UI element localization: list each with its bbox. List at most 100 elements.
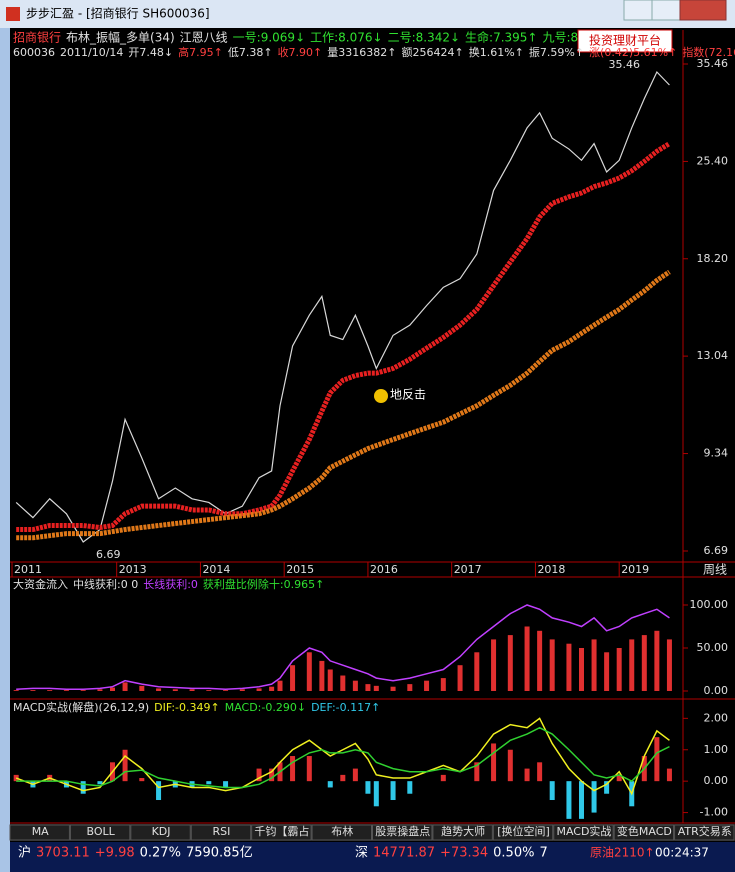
bar [189,689,195,691]
minimize-button[interactable] [623,0,653,21]
bar [13,690,19,691]
header-text: 换1.61%↑ [469,45,524,59]
tab[interactable] [130,824,191,841]
bar [629,639,635,691]
bar [591,781,597,813]
header-text: 0.27% [140,846,181,861]
bar [290,665,296,691]
bar [223,690,229,691]
tab[interactable] [190,824,252,841]
y-tick-label: 25.40 [697,154,729,167]
tab-label[interactable]: [换位空间] [497,824,550,838]
header-text: 深 [355,846,368,861]
tab-label[interactable]: 股票操盘点 [375,824,430,838]
header-text: 工作:8.076↓ [310,31,382,45]
annotation: 地反击 [390,388,426,402]
tab[interactable] [69,824,131,841]
tab[interactable] [613,824,675,841]
bar [407,684,413,691]
tab-label[interactable]: MACD实战 [556,824,611,838]
header-text: 600036 [13,46,55,59]
series-line [16,726,670,789]
x-tick-label: 2017 [454,563,482,576]
bar [524,768,530,782]
tab-label[interactable]: RSI [213,825,231,838]
y-tick-label: 2.00 [704,711,729,724]
bar [256,688,262,691]
tab[interactable] [311,824,373,841]
bar [269,686,275,691]
bar [507,635,513,691]
header-text: 江恩八线 [180,31,228,45]
bar [604,652,610,691]
x-tick-label: 2011 [14,563,42,576]
smiley-icon [374,389,388,403]
tab-label[interactable]: 趋势大师 [441,824,485,838]
header-text: 0.50% [493,846,534,861]
tab[interactable] [251,824,312,841]
header-text: 中线获利:0 0 [73,577,138,591]
header-text: 收7.90↑ [278,45,323,59]
tab-label[interactable]: 千钧【霸占 [254,824,309,838]
bar [566,643,572,691]
window-title: 步步汇盈 - [招商银行 SH600036] [26,6,210,21]
header-text: 3703.11 [36,846,90,861]
tab[interactable] [9,824,70,841]
bar [654,630,660,691]
header-text: 振7.59%↑ [529,45,584,59]
bar [537,762,543,782]
bar [122,749,128,782]
close-button[interactable] [679,0,727,21]
bar [13,774,19,782]
bar [327,781,333,788]
bar [616,774,622,782]
bar [256,768,262,782]
bar [80,781,86,794]
maximize-button[interactable] [651,0,681,21]
tab[interactable] [674,824,735,841]
oil-price: 原油2110↑ [590,846,655,860]
tab[interactable] [372,824,433,841]
header-text: +73.34 [440,846,488,861]
tab-label[interactable]: 变色MACD [617,824,672,838]
tab[interactable] [432,824,493,841]
header-text: 沪 [18,845,31,861]
bar [365,684,371,691]
header-text: 一号:9.069↓ [233,31,305,45]
header-text: 7590.85亿 [186,846,253,861]
tab-label[interactable]: BOLL [86,825,115,838]
platform-button[interactable] [577,29,673,53]
y-tick-label: -1.00 [700,806,728,819]
bar [223,781,229,788]
x-tick-label: 2019 [621,563,649,576]
y-tick-label: 13.04 [697,349,729,362]
tab-label[interactable]: 布林 [331,824,353,838]
bar [591,639,597,691]
bar [277,680,283,691]
header-text: 14771.87 [373,846,435,861]
tab-label[interactable]: ATR交易系 [678,824,732,838]
bar [579,781,584,819]
bar [604,781,610,794]
series-line [15,717,670,796]
bar [306,652,312,691]
bar [340,675,346,691]
bar [156,781,162,801]
header-text: 九号:8 [542,31,578,45]
bar [290,756,296,782]
header-text: DEF:-0.117↑ [311,701,380,714]
bar [373,685,379,691]
bar [156,688,162,691]
tab[interactable] [492,824,554,841]
tab-label[interactable]: KDJ [152,825,171,838]
bar [654,737,660,782]
bar [306,756,312,782]
tab-label[interactable]: MA [32,825,49,838]
tab[interactable] [553,824,614,841]
annotation: 6.69 [96,548,121,561]
header-text: 招商银行 [13,30,61,45]
bar [390,686,396,691]
bar [440,774,446,782]
header-text: 指数(72.16 [682,45,735,59]
series-line [16,269,671,541]
